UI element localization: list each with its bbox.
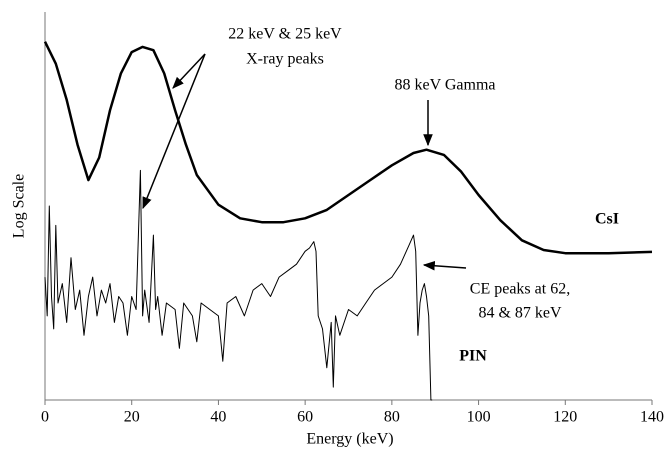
annotation: 88 keV Gamma [394,77,495,94]
arrow [422,260,467,271]
x-tick-label: 60 [297,409,313,426]
annotation: 22 keV & 25 keV [228,26,342,43]
x-tick-label: 120 [553,409,577,426]
annotation: CsI [595,211,619,228]
arrow [172,53,206,89]
arrow [142,53,206,210]
series-line [44,169,433,401]
x-tick-label: 140 [640,409,664,426]
annotation: X-ray peaks [246,51,324,68]
annotation: CE peaks at 62, [470,281,570,298]
x-tick-label: 40 [210,409,226,426]
x-tick-label: 0 [41,409,49,426]
x-axis-label: Energy (keV) [306,431,393,448]
x-tick-label: 80 [384,409,400,426]
series-line [43,41,653,255]
annotation: 84 & 87 keV [478,305,562,322]
x-tick-label: 20 [124,409,140,426]
annotation: PIN [459,348,487,365]
y-axis-label: Log Scale [11,174,28,238]
x-tick-label: 100 [467,409,491,426]
